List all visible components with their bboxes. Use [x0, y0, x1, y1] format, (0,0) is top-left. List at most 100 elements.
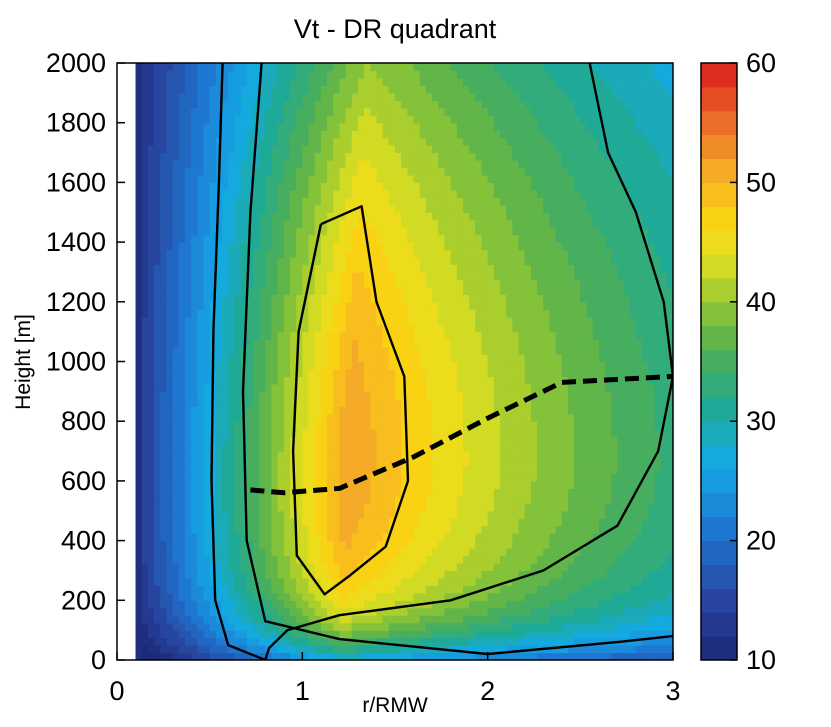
heatmap-cell [277, 622, 285, 631]
heatmap-cell [444, 495, 452, 504]
heatmap-cell [456, 77, 464, 86]
heatmap-cell [462, 264, 470, 273]
heatmap-cell [438, 592, 446, 601]
heatmap-cell [160, 600, 168, 609]
heatmap-cell [333, 525, 340, 534]
heatmap-cell [147, 622, 155, 631]
heatmap-cell [265, 316, 273, 325]
heatmap-cell [203, 257, 211, 266]
heatmap-cell [333, 451, 340, 460]
heatmap-cell [395, 600, 402, 609]
heatmap-cell [296, 510, 303, 519]
heatmap-cell [438, 346, 446, 355]
heatmap-cell [302, 458, 310, 467]
heatmap-cell [327, 227, 334, 236]
heatmap-cell [178, 204, 186, 213]
heatmap-cell [357, 451, 365, 460]
heatmap-cell [240, 182, 248, 191]
heatmap-cell [333, 85, 340, 94]
heatmap-cell [345, 100, 353, 109]
heatmap-cell [252, 227, 260, 236]
heatmap-cell [228, 324, 235, 333]
heatmap-cell [357, 152, 365, 161]
heatmap-cell [438, 451, 446, 460]
heatmap-cell [296, 480, 303, 489]
heatmap-cell [283, 286, 291, 295]
heatmap-cell [147, 227, 155, 236]
heatmap-cell [252, 107, 260, 116]
heatmap-cell [259, 70, 266, 79]
heatmap-cell [147, 324, 155, 333]
heatmap-cell [265, 585, 273, 594]
heatmap-cell [283, 331, 291, 340]
heatmap-cell [481, 219, 489, 228]
heatmap-cell [413, 562, 421, 572]
heatmap-cell [141, 279, 149, 288]
heatmap-cell [450, 406, 458, 415]
heatmap-cell [462, 436, 470, 445]
heatmap-cell [160, 316, 168, 325]
heatmap-cell [184, 518, 192, 527]
heatmap-cell [166, 555, 174, 564]
heatmap-cell [172, 107, 180, 116]
heatmap-cell [184, 204, 192, 213]
heatmap-cell [370, 346, 378, 355]
heatmap-cell [345, 197, 353, 206]
heatmap-cell [370, 249, 378, 258]
heatmap-cell [154, 339, 161, 348]
heatmap-cell [154, 324, 161, 333]
heatmap-cell [370, 189, 378, 198]
heatmap-cell [289, 145, 297, 154]
heatmap-cell [438, 622, 446, 631]
heatmap-cell [265, 294, 273, 303]
heatmap-cell [259, 309, 266, 318]
heatmap-cell [475, 383, 483, 392]
heatmap-cell [259, 152, 266, 161]
heatmap-cell [135, 227, 143, 236]
heatmap-cell [388, 503, 396, 512]
heatmap-cell [333, 607, 340, 616]
heatmap-cell [481, 160, 489, 169]
heatmap-cell [506, 309, 513, 318]
heatmap-cell [277, 585, 285, 594]
heatmap-cell [438, 212, 446, 221]
heatmap-cell [357, 391, 365, 400]
heatmap-cell [364, 204, 371, 213]
heatmap-cell [382, 637, 390, 646]
heatmap-cell [413, 271, 421, 281]
heatmap-cell [308, 212, 316, 221]
heatmap-cell [160, 301, 168, 310]
heatmap-cell [357, 652, 365, 660]
heatmap-cell [456, 615, 464, 624]
heatmap-cell [296, 294, 303, 303]
heatmap-cell [308, 77, 316, 86]
heatmap-cell [500, 562, 507, 572]
heatmap-cell [333, 652, 340, 660]
heatmap-cell [413, 354, 421, 363]
heatmap-cell [444, 316, 452, 325]
heatmap-cell [191, 473, 198, 482]
heatmap-cell [271, 316, 279, 325]
heatmap-cell [500, 100, 507, 109]
heatmap-cell [407, 271, 415, 281]
heatmap-cell [388, 92, 396, 101]
heatmap-cell [444, 271, 452, 281]
heatmap-cell [154, 368, 161, 378]
heatmap-cell [376, 391, 384, 400]
heatmap-cell [481, 316, 489, 325]
heatmap-cell [277, 309, 285, 318]
heatmap-cell [333, 570, 340, 579]
heatmap-cell [209, 227, 217, 236]
heatmap-cell [493, 339, 501, 348]
heatmap-cell [147, 279, 155, 288]
heatmap-cell [184, 607, 192, 616]
heatmap-cell [493, 242, 501, 251]
heatmap-cell [432, 391, 439, 400]
heatmap-cell [413, 137, 421, 146]
heatmap-cell [493, 465, 501, 475]
heatmap-cell [277, 85, 285, 94]
heatmap-cell [407, 286, 415, 295]
heatmap-cell [289, 219, 297, 228]
heatmap-cell [147, 533, 155, 542]
heatmap-cell [296, 152, 303, 161]
